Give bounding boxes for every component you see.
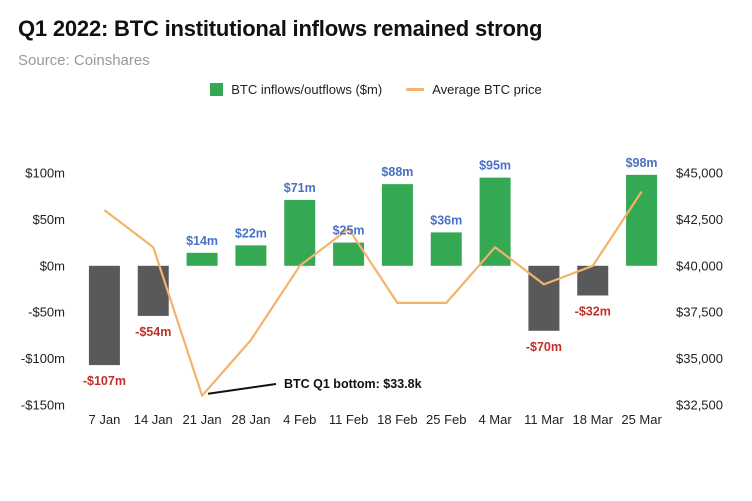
data-label: $88m (381, 165, 413, 179)
data-label: $71m (284, 181, 316, 195)
bar (284, 199, 316, 266)
x-tick-label: 21 Jan (183, 412, 222, 427)
x-tick-label: 7 Jan (89, 412, 121, 427)
x-tick-label: 28 Jan (231, 412, 270, 427)
x-tick-label: 25 Feb (426, 412, 466, 427)
y-right-tick-label: $37,500 (676, 305, 723, 320)
price-line (103, 190, 643, 397)
y-left-tick-label: $50m (32, 212, 65, 227)
y-right-tick-label: $42,500 (676, 212, 723, 227)
bar (626, 174, 658, 266)
x-tick-label: 18 Feb (377, 412, 417, 427)
data-label: $98m (626, 156, 658, 170)
y-left-tick-label: $100m (25, 166, 65, 181)
x-tick-label: 11 Mar (524, 412, 564, 427)
bars-layer (88, 174, 658, 366)
bar (479, 177, 511, 266)
line-layer (103, 190, 643, 397)
x-tick-label: 11 Feb (329, 412, 369, 427)
chart-title: Q1 2022: BTC institutional inflows remai… (18, 16, 543, 41)
y-left-tick-label: $0m (40, 258, 65, 273)
y-left-tick-label: -$50m (28, 305, 65, 320)
y-right-tick-label: $35,000 (676, 351, 723, 366)
bar (333, 242, 365, 266)
legend-item-inflows: BTC inflows/outflows ($m) (210, 82, 382, 97)
x-tick-label: 14 Jan (134, 412, 173, 427)
legend: BTC inflows/outflows ($m) Average BTC pr… (0, 82, 752, 97)
x-tick-label: 4 Feb (283, 412, 316, 427)
legend-label-price: Average BTC price (432, 82, 542, 97)
y-left-tick-label: -$150m (21, 398, 65, 413)
legend-item-price: Average BTC price (406, 82, 542, 97)
data-label: -$54m (135, 325, 171, 339)
x-tick-label: 4 Mar (478, 412, 512, 427)
bar (430, 232, 462, 266)
legend-swatch-bar (210, 83, 224, 96)
data-label: $14m (186, 234, 218, 248)
data-label: $25m (333, 224, 365, 238)
x-tick-label: 25 Mar (621, 412, 662, 427)
data-label: $95m (479, 159, 511, 173)
y-left-tick-label: -$100m (21, 351, 65, 366)
bar (381, 184, 413, 266)
bar (235, 245, 267, 266)
data-label: -$32m (575, 304, 611, 318)
y-right-tick-label: $32,500 (676, 398, 723, 413)
annotation-leader-line (207, 383, 277, 395)
annotation-layer: BTC Q1 bottom: $33.8k (207, 377, 422, 395)
bar (137, 265, 169, 316)
data-labels-layer: -$107m -$54m $14m $22m $71m $25m $88m $36m $95m -… (83, 156, 658, 388)
y-right-tick-label: $45,000 (676, 166, 723, 181)
x-tick-label: 18 Mar (573, 412, 614, 427)
legend-label-inflows: BTC inflows/outflows ($m) (231, 82, 383, 97)
y-right-tick-label: $40,000 (676, 258, 723, 273)
data-label: -$107m (83, 374, 126, 388)
data-label: $36m (430, 213, 462, 227)
annotation-label: BTC Q1 bottom: $33.8k (284, 377, 422, 391)
axes-layer: -$150m -$100m -$50m $0m $50m $100m $32,500 $35,… (21, 166, 723, 428)
bar (88, 265, 120, 366)
legend-swatch-line (406, 88, 425, 91)
chart-subtitle: Source: Coinshares (18, 52, 150, 69)
data-label: -$70m (526, 340, 562, 354)
bar (186, 252, 218, 266)
data-label: $22m (235, 226, 267, 240)
